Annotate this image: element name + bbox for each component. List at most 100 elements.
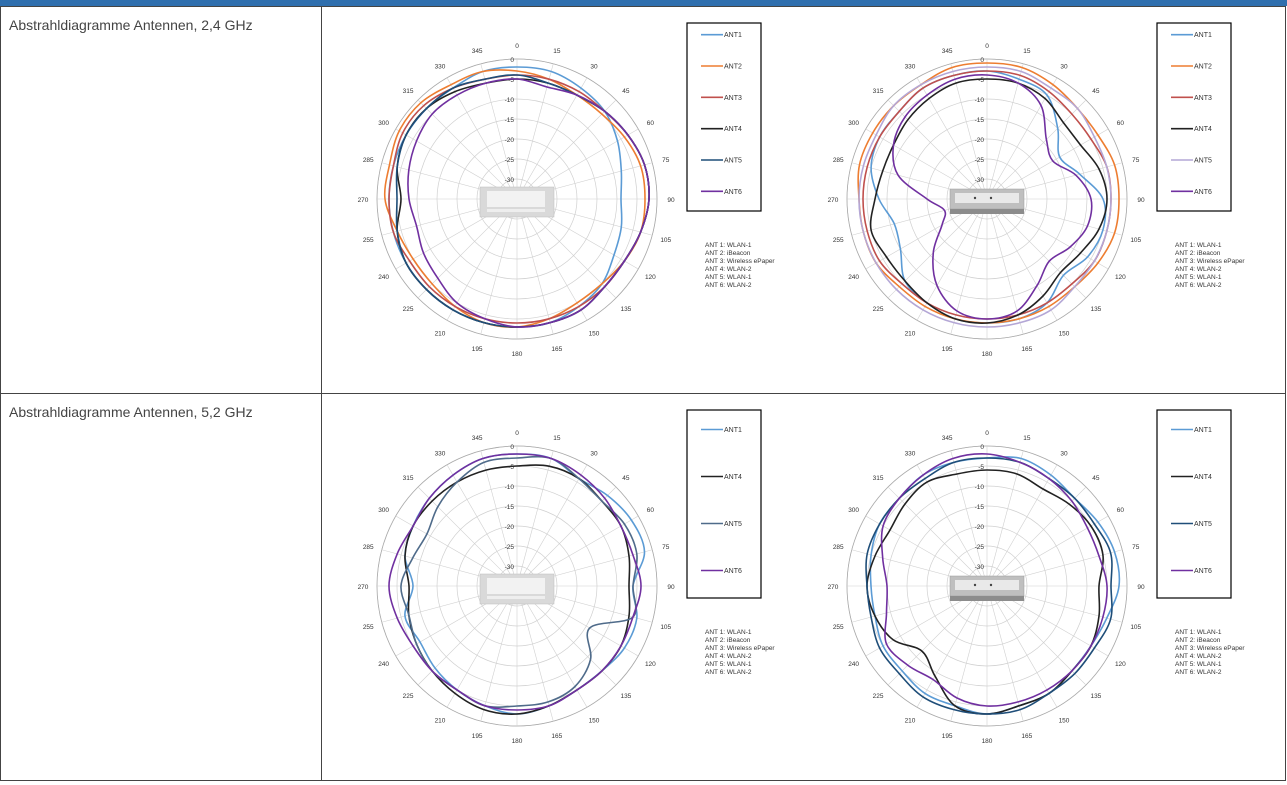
angle-tick-label: 60 xyxy=(647,507,655,514)
charts-container: 0 15 30 45 60 75 90 105 120 135 150 165 180 195 210 225… xyxy=(322,394,1287,780)
angle-tick-label: 330 xyxy=(435,64,446,71)
antenna-note: ANT 6: WLAN-2 xyxy=(1175,282,1222,289)
angle-tick-label: 165 xyxy=(1021,346,1032,353)
grid-spoke xyxy=(516,464,588,587)
grid-spoke xyxy=(480,198,518,335)
legend-box xyxy=(686,409,762,599)
angle-tick-label: 315 xyxy=(403,88,414,95)
polar-chart: 0 15 30 45 60 75 90 105 120 135 150 165 180 195 210 225… xyxy=(828,22,1245,358)
legend-label: ANT4 xyxy=(724,126,742,133)
grid-spoke xyxy=(480,585,518,722)
angle-tick-label: 285 xyxy=(363,544,374,551)
device-port xyxy=(989,196,993,200)
angle-tick-label: 210 xyxy=(435,330,446,337)
radial-tick-label: -25 xyxy=(975,544,985,551)
antenna-note: ANT 4: WLAN-2 xyxy=(705,653,752,660)
series-line-ant5 xyxy=(400,455,638,709)
radial-tick-label: -15 xyxy=(505,504,515,511)
grid-spoke xyxy=(887,99,988,200)
legend-label: ANT2 xyxy=(1194,64,1212,71)
antenna-note: ANT 2: iBeacon xyxy=(1175,250,1221,257)
angle-tick-label: 75 xyxy=(662,157,670,164)
angle-tick-label: 105 xyxy=(1130,624,1141,631)
legend-label: ANT4 xyxy=(1194,474,1212,481)
legend-label: ANT1 xyxy=(724,32,742,39)
polar-chart: 0 15 30 45 60 75 90 105 120 135 150 165 180 195 210 225… xyxy=(828,409,1245,745)
angle-tick-label: 255 xyxy=(363,237,374,244)
angle-tick-label: 135 xyxy=(620,693,631,700)
legend-box xyxy=(686,22,762,212)
device-face xyxy=(487,578,545,594)
angle-tick-label: 75 xyxy=(1132,544,1140,551)
grid-spoke xyxy=(916,198,988,321)
grid-spoke xyxy=(865,128,988,200)
grid-spoke xyxy=(887,585,988,686)
radial-tick-label: -10 xyxy=(505,484,515,491)
grid-spoke xyxy=(516,198,554,335)
grid-spoke xyxy=(950,63,988,200)
angle-tick-label: 210 xyxy=(905,330,916,337)
angle-tick-label: 105 xyxy=(660,624,671,631)
angle-tick-label: 210 xyxy=(905,717,916,724)
angle-tick-label: 150 xyxy=(1059,717,1070,724)
angle-tick-label: 300 xyxy=(848,507,859,514)
angle-tick-label: 165 xyxy=(1021,733,1032,740)
angle-tick-label: 285 xyxy=(363,157,374,164)
radial-tick-label: 0 xyxy=(510,57,514,64)
angle-tick-label: 345 xyxy=(942,48,953,55)
device-face xyxy=(487,191,545,207)
device-image xyxy=(949,575,1025,601)
angle-tick-label: 30 xyxy=(590,451,598,458)
angle-tick-label: 60 xyxy=(1117,120,1125,127)
angle-tick-label: 240 xyxy=(848,274,859,281)
radial-tick-label: -15 xyxy=(505,117,515,124)
radial-tick-label: -5 xyxy=(508,77,514,84)
series-line-ant5 xyxy=(865,457,1113,715)
device-face xyxy=(955,580,1019,590)
device-image xyxy=(479,186,555,218)
angle-tick-label: 330 xyxy=(435,451,446,458)
diagram-table: Abstrahldiagramme Antennen, 2,4 GHz 0 15 3… xyxy=(0,6,1286,781)
header-bar xyxy=(0,0,1287,6)
angle-tick-label: 255 xyxy=(363,624,374,631)
angle-tick-label: 0 xyxy=(985,43,989,50)
antenna-note: ANT 4: WLAN-2 xyxy=(1175,653,1222,660)
radial-tick-label: -30 xyxy=(975,564,985,571)
angle-tick-label: 270 xyxy=(828,197,839,204)
radial-tick-label: 0 xyxy=(980,444,984,451)
angle-tick-label: 195 xyxy=(942,346,953,353)
angle-tick-label: 120 xyxy=(645,274,656,281)
legend-label: ANT6 xyxy=(724,568,742,575)
device-face xyxy=(955,193,1019,203)
angle-tick-label: 60 xyxy=(1117,507,1125,514)
angle-tick-label: 15 xyxy=(553,435,561,442)
radial-tick-label: -20 xyxy=(505,137,515,144)
angle-tick-label: 15 xyxy=(1023,48,1031,55)
grid-spoke xyxy=(417,99,518,200)
row-label: Abstrahldiagramme Antennen, 2,4 GHz xyxy=(9,17,253,33)
grid-spoke xyxy=(986,486,1087,587)
angle-tick-label: 255 xyxy=(833,624,844,631)
row-label-cell: Abstrahldiagramme Antennen, 2,4 GHz xyxy=(0,6,322,394)
grid-spoke xyxy=(446,585,518,708)
grid-spoke xyxy=(887,486,988,587)
grid-spoke xyxy=(516,486,617,587)
legend-label: ANT1 xyxy=(1194,427,1212,434)
radial-tick-label: -25 xyxy=(505,544,515,551)
grid-spoke xyxy=(417,486,518,587)
legend-box xyxy=(1156,22,1232,212)
radial-tick-label: -20 xyxy=(505,524,515,531)
device-base xyxy=(950,596,1024,601)
antenna-note: ANT 3: Wireless ePaper xyxy=(705,645,775,652)
row-label-cell: Abstrahldiagramme Antennen, 5,2 GHz xyxy=(0,393,322,781)
grid-spoke xyxy=(950,198,988,335)
angle-tick-label: 90 xyxy=(1137,197,1145,204)
angle-tick-label: 45 xyxy=(622,475,630,482)
angle-tick-label: 120 xyxy=(645,661,656,668)
angle-tick-label: 180 xyxy=(982,351,993,358)
grid-spoke xyxy=(516,585,554,722)
antenna-note: ANT 1: WLAN-1 xyxy=(1175,629,1222,636)
antenna-note: ANT 1: WLAN-1 xyxy=(705,242,752,249)
row-label: Abstrahldiagramme Antennen, 5,2 GHz xyxy=(9,404,253,420)
angle-tick-label: 45 xyxy=(622,88,630,95)
